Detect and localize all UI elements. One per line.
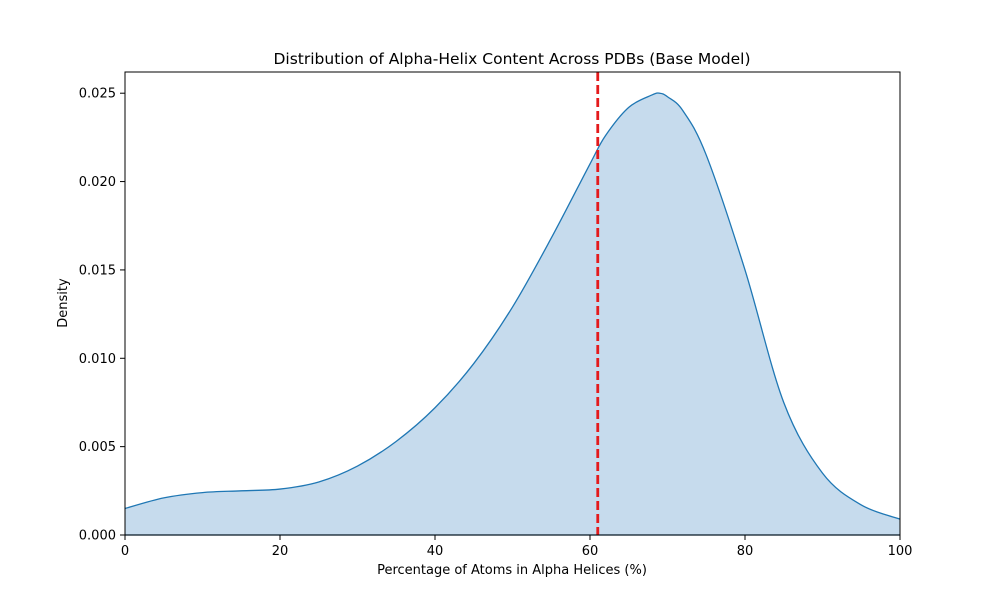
x-tick-label: 0 [121,544,129,559]
y-tick-label: 0.020 [79,175,116,190]
density-area-fill [125,93,900,535]
y-tick-label: 0.010 [79,352,116,367]
axes: 0 20 40 60 80 100 0.000 0.005 0.010 0.015 0.020 0.0… [79,71,913,559]
x-tick-label: 40 [427,544,444,559]
x-tick-label: 80 [737,544,754,559]
y-tick-label: 0.000 [79,529,116,544]
y-tick-label: 0.025 [79,87,116,102]
y-axis-label: Density [56,278,71,328]
plot-area [124,72,901,536]
plot-frame [124,71,901,536]
x-tick-label: 60 [582,544,599,559]
density-curve-line [124,92,901,520]
chart-title: Distribution of Alpha-Helix Content Acro… [273,50,750,68]
x-tick-label: 100 [888,544,913,559]
y-tick-label: 0.015 [79,263,116,278]
x-axis-label: Percentage of Atoms in Alpha Helices (%) [377,563,647,578]
x-tick-label: 20 [272,544,289,559]
y-tick-label: 0.005 [79,440,116,455]
